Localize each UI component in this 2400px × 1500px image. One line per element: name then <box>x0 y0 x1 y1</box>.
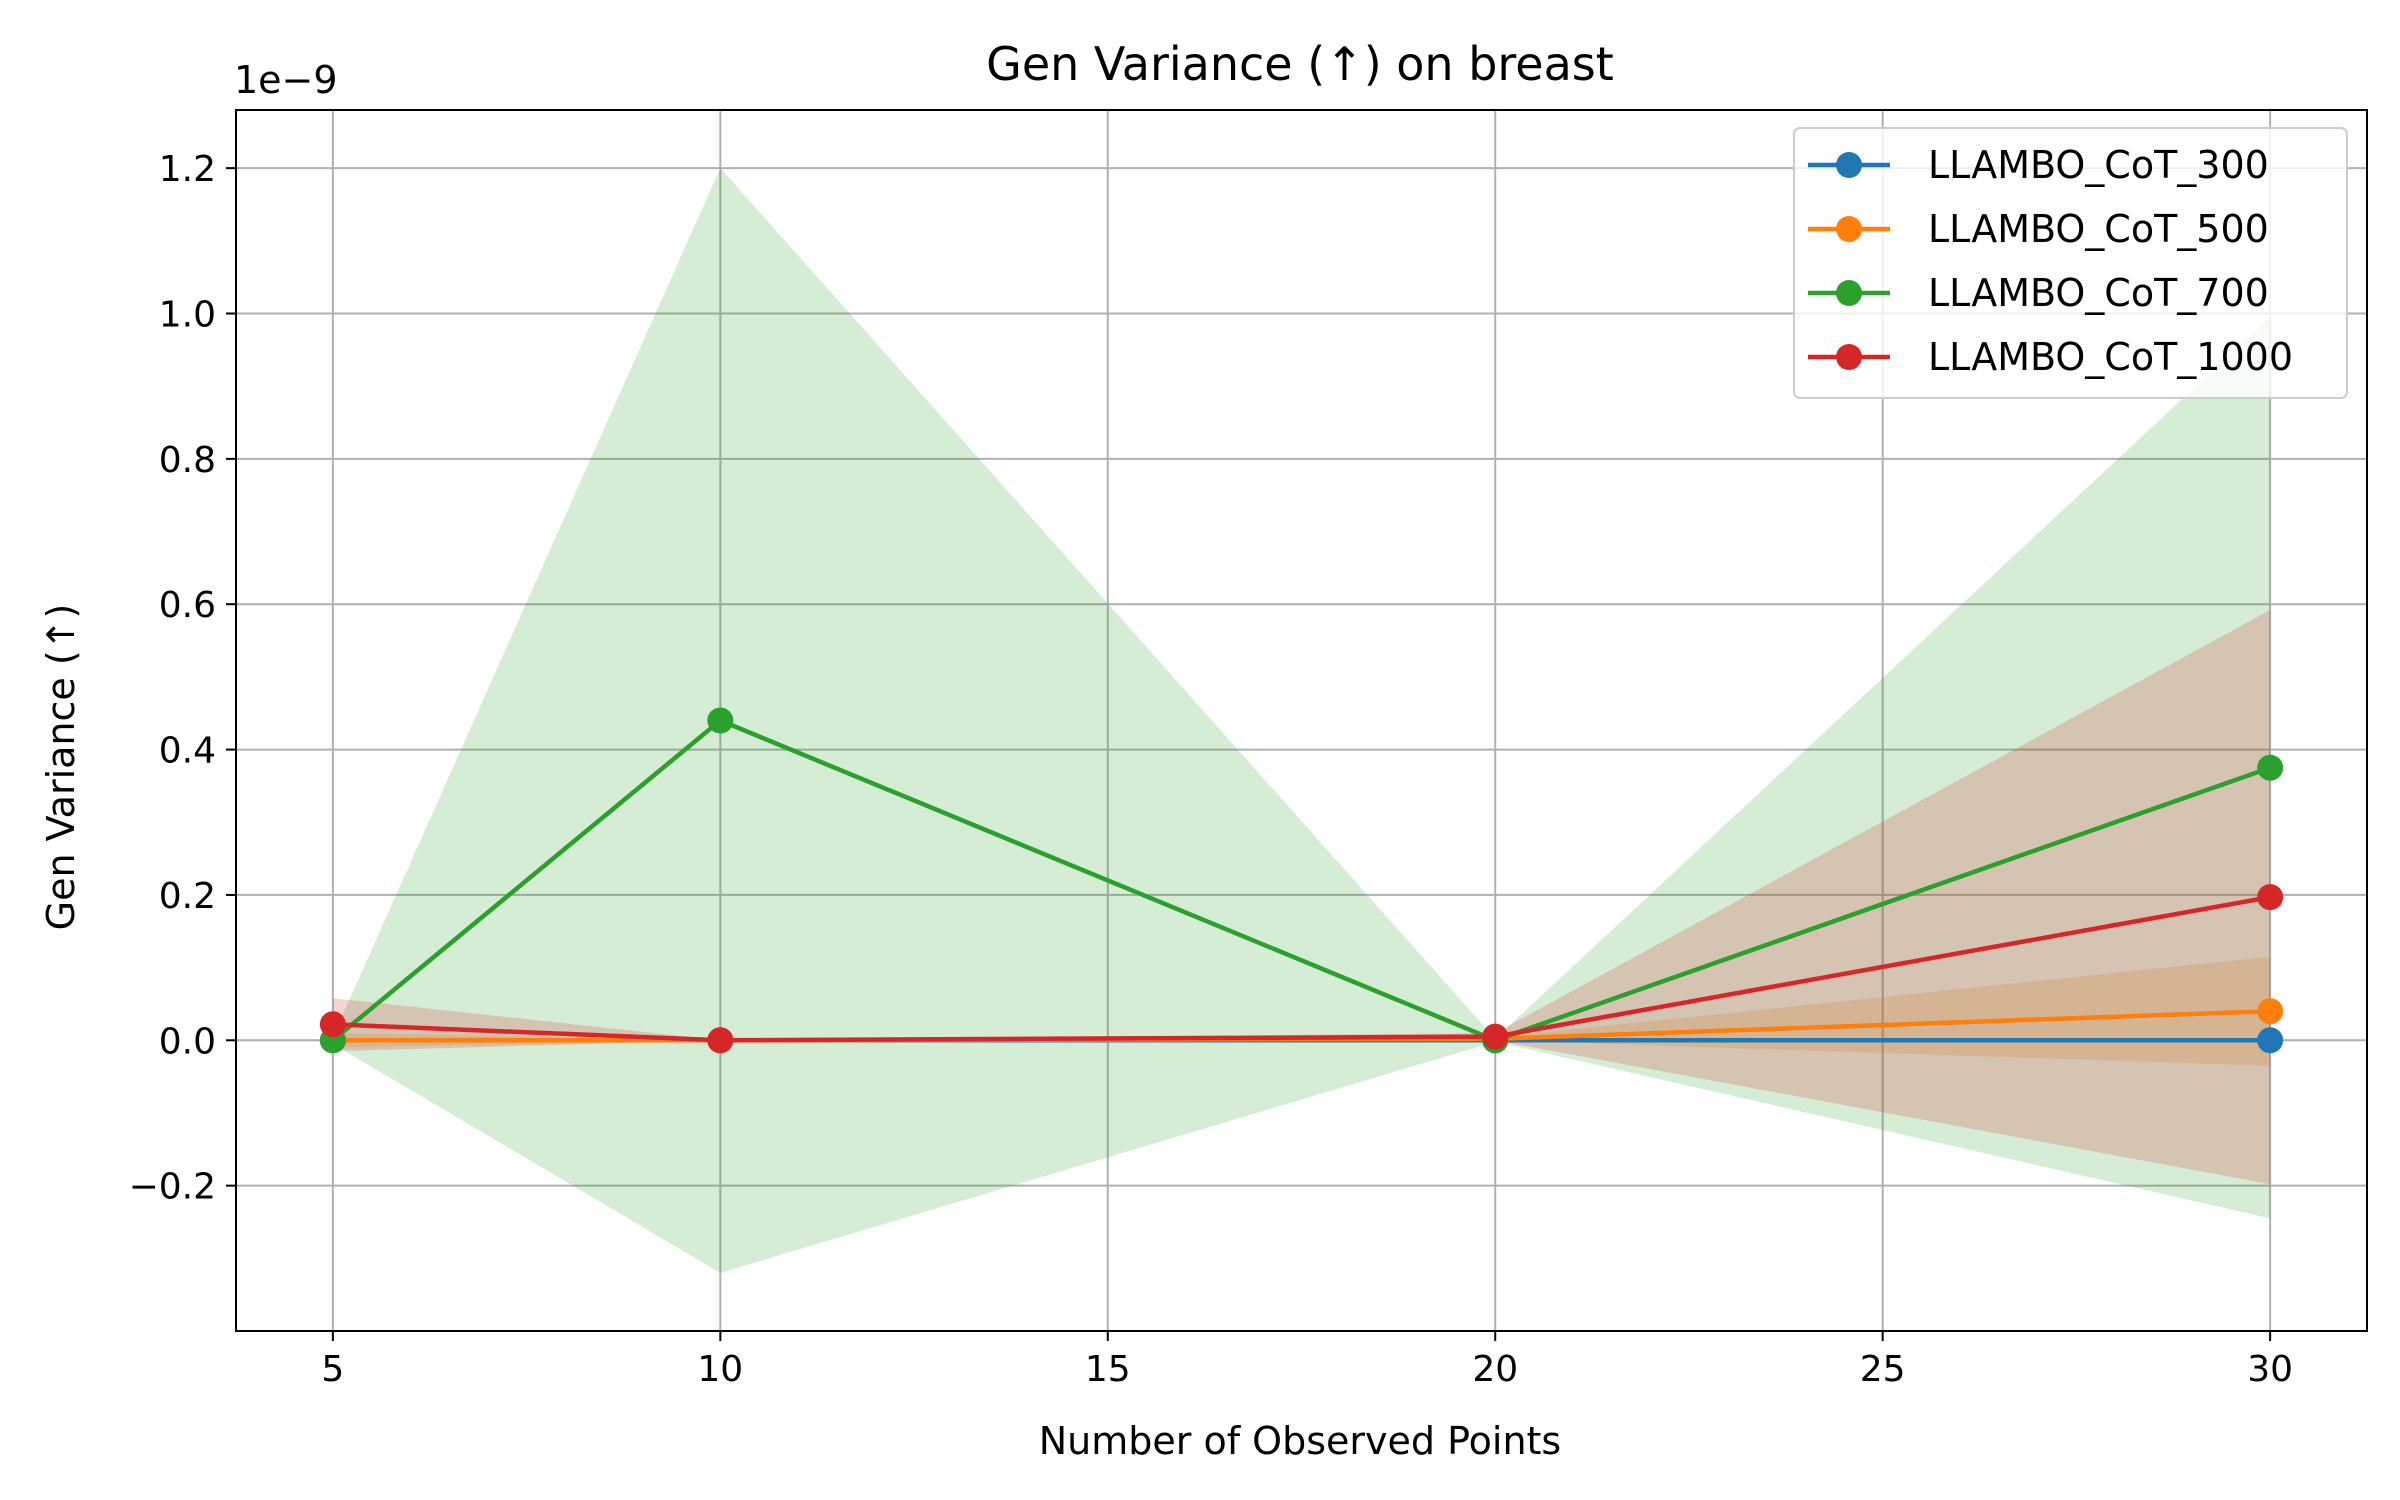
series-lines <box>319 707 2284 1054</box>
legend-label: LLAMBO_CoT_500 <box>1928 207 2269 251</box>
series-line <box>331 718 2271 1043</box>
x-tick-label: 15 <box>1085 1349 1131 1390</box>
legend: LLAMBO_CoT_300 LLAMBO_CoT_500 LLAMBO_CoT_7… <box>1793 127 2348 399</box>
data-point <box>1482 1023 1509 1050</box>
y-tick-label: −0.2 <box>129 1167 216 1208</box>
legend-label: LLAMBO_CoT_1000 <box>1928 335 2293 379</box>
data-point <box>2257 884 2284 911</box>
series-line <box>332 894 2271 1043</box>
legend-marker <box>1836 344 1862 370</box>
y-tick-label: 1.2 <box>159 149 216 190</box>
y-axis-offset-label: 1e−9 <box>234 58 338 102</box>
y-tick-label: 1.0 <box>159 295 216 336</box>
x-tick-label: 5 <box>321 1349 344 1390</box>
y-tick-label: 0.4 <box>159 731 216 772</box>
x-tick-label: 10 <box>697 1349 743 1390</box>
y-tick-label: 0.6 <box>159 585 216 626</box>
data-point <box>2257 998 2284 1025</box>
legend-label: LLAMBO_CoT_300 <box>1928 143 2269 187</box>
legend-marker <box>1836 152 1862 178</box>
x-tick-label: 30 <box>2247 1349 2293 1390</box>
x-axis-label: Number of Observed Points <box>1039 1419 1561 1463</box>
y-axis-label: Gen Variance (↑) <box>39 604 83 931</box>
data-point <box>707 707 734 734</box>
plot-frame <box>235 109 2368 1332</box>
x-tick-label: 25 <box>1860 1349 1906 1390</box>
x-tick-label: 20 <box>1472 1349 1518 1390</box>
legend-label: LLAMBO_CoT_700 <box>1928 271 2269 315</box>
data-point <box>707 1027 734 1054</box>
axis-ticks: 5 10 15 20 25 30 −0.2 0.0 0.2 0.4 0.6 0.8 1.0 1.2 <box>129 149 2293 1390</box>
legend-marker <box>1836 216 1862 242</box>
chart-title: Gen Variance (↑) on breast <box>986 37 1614 91</box>
y-tick-label: 0.2 <box>159 876 216 917</box>
data-point <box>2257 1027 2284 1054</box>
data-point <box>2257 754 2284 781</box>
legend-marker <box>1836 280 1862 306</box>
y-tick-label: 0.0 <box>159 1021 216 1062</box>
confidence-band <box>332 168 2271 1273</box>
legend-box <box>1793 127 2348 399</box>
data-point <box>319 1011 346 1038</box>
y-tick-label: 0.8 <box>159 440 216 481</box>
